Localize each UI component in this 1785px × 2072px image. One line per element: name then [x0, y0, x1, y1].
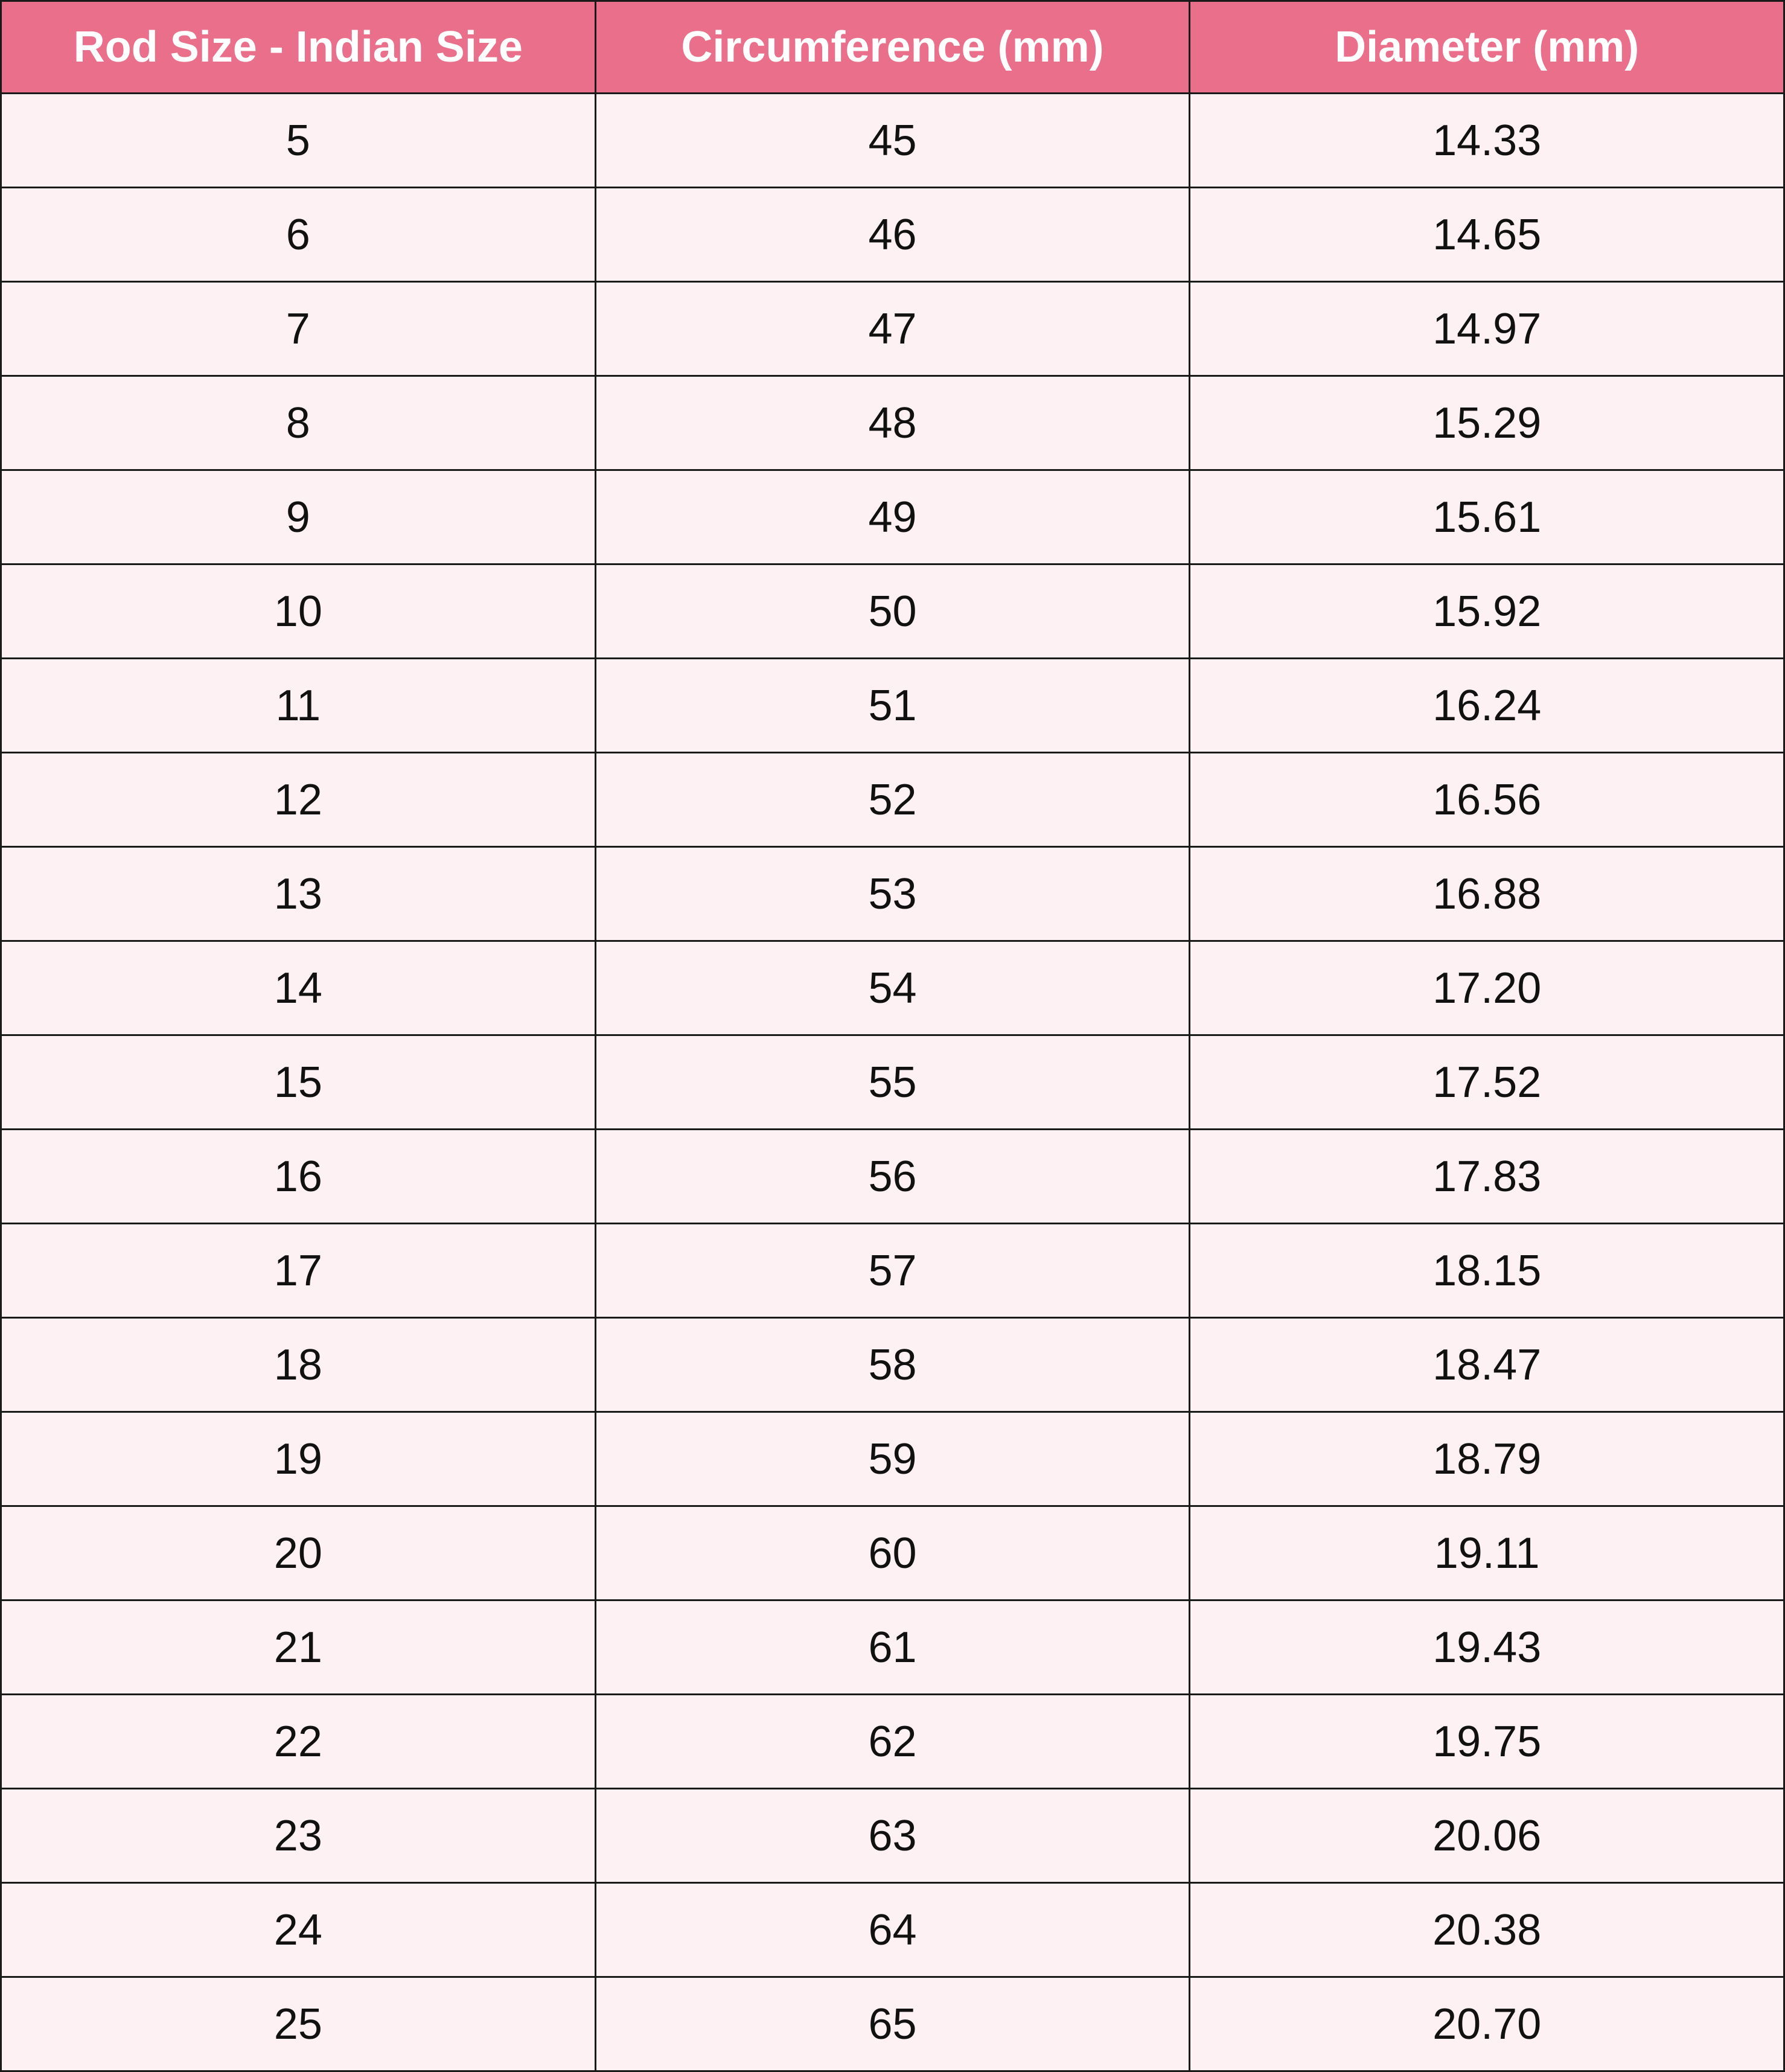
table-row: 15 55 17.52 [0, 1034, 1785, 1130]
cell-rod-size: 18 [0, 1317, 596, 1413]
table-row: 21 61 19.43 [0, 1599, 1785, 1695]
cell-circumference: 51 [594, 657, 1191, 753]
table-row: 10 50 15.92 [0, 563, 1785, 659]
cell-circumference: 61 [594, 1599, 1191, 1695]
header-diameter: Diameter (mm) [1189, 0, 1785, 94]
cell-diameter: 17.83 [1189, 1128, 1785, 1224]
cell-diameter: 20.06 [1189, 1788, 1785, 1884]
cell-diameter: 16.88 [1189, 846, 1785, 942]
table-row: 5 45 14.33 [0, 92, 1785, 188]
cell-circumference: 59 [594, 1411, 1191, 1507]
cell-rod-size: 16 [0, 1128, 596, 1224]
cell-rod-size: 25 [0, 1976, 596, 2072]
cell-rod-size: 6 [0, 187, 596, 283]
cell-circumference: 48 [594, 375, 1191, 471]
cell-rod-size: 17 [0, 1223, 596, 1319]
cell-diameter: 15.61 [1189, 469, 1785, 565]
cell-rod-size: 12 [0, 752, 596, 848]
cell-circumference: 53 [594, 846, 1191, 942]
table-row: 22 62 19.75 [0, 1693, 1785, 1789]
cell-circumference: 47 [594, 281, 1191, 377]
cell-diameter: 15.29 [1189, 375, 1785, 471]
cell-rod-size: 21 [0, 1599, 596, 1695]
cell-rod-size: 8 [0, 375, 596, 471]
cell-circumference: 50 [594, 563, 1191, 659]
table-row: 12 52 16.56 [0, 752, 1785, 848]
cell-circumference: 57 [594, 1223, 1191, 1319]
table-row: 19 59 18.79 [0, 1411, 1785, 1507]
cell-diameter: 16.24 [1189, 657, 1785, 753]
cell-circumference: 54 [594, 940, 1191, 1036]
header-circumference: Circumference (mm) [594, 0, 1191, 94]
cell-circumference: 46 [594, 187, 1191, 283]
cell-diameter: 18.15 [1189, 1223, 1785, 1319]
cell-circumference: 65 [594, 1976, 1191, 2072]
cell-circumference: 49 [594, 469, 1191, 565]
cell-diameter: 17.52 [1189, 1034, 1785, 1130]
header-row: Rod Size - Indian Size Circumference (mm… [0, 0, 1785, 94]
cell-rod-size: 19 [0, 1411, 596, 1507]
header-rod-size: Rod Size - Indian Size [0, 0, 596, 94]
cell-rod-size: 5 [0, 92, 596, 188]
table-row: 20 60 19.11 [0, 1505, 1785, 1601]
cell-diameter: 19.11 [1189, 1505, 1785, 1601]
cell-diameter: 14.65 [1189, 187, 1785, 283]
cell-circumference: 45 [594, 92, 1191, 188]
cell-diameter: 20.38 [1189, 1882, 1785, 1978]
cell-rod-size: 13 [0, 846, 596, 942]
table-row: 11 51 16.24 [0, 657, 1785, 753]
table-row: 6 46 14.65 [0, 187, 1785, 283]
cell-diameter: 19.43 [1189, 1599, 1785, 1695]
table-row: 16 56 17.83 [0, 1128, 1785, 1224]
cell-diameter: 20.70 [1189, 1976, 1785, 2072]
cell-rod-size: 23 [0, 1788, 596, 1884]
cell-circumference: 58 [594, 1317, 1191, 1413]
table-row: 14 54 17.20 [0, 940, 1785, 1036]
cell-rod-size: 10 [0, 563, 596, 659]
cell-diameter: 14.33 [1189, 92, 1785, 188]
cell-circumference: 60 [594, 1505, 1191, 1601]
table-row: 18 58 18.47 [0, 1317, 1785, 1413]
cell-diameter: 14.97 [1189, 281, 1785, 377]
cell-rod-size: 22 [0, 1693, 596, 1789]
cell-circumference: 64 [594, 1882, 1191, 1978]
cell-diameter: 17.20 [1189, 940, 1785, 1036]
table-row: 24 64 20.38 [0, 1882, 1785, 1978]
cell-rod-size: 11 [0, 657, 596, 753]
cell-diameter: 19.75 [1189, 1693, 1785, 1789]
cell-rod-size: 24 [0, 1882, 596, 1978]
table-row: 8 48 15.29 [0, 375, 1785, 471]
cell-diameter: 16.56 [1189, 752, 1785, 848]
cell-rod-size: 15 [0, 1034, 596, 1130]
cell-rod-size: 7 [0, 281, 596, 377]
cell-rod-size: 14 [0, 940, 596, 1036]
cell-diameter: 18.47 [1189, 1317, 1785, 1413]
cell-circumference: 63 [594, 1788, 1191, 1884]
cell-circumference: 52 [594, 752, 1191, 848]
cell-circumference: 62 [594, 1693, 1191, 1789]
table-row: 17 57 18.15 [0, 1223, 1785, 1319]
table-row: 13 53 16.88 [0, 846, 1785, 942]
cell-circumference: 56 [594, 1128, 1191, 1224]
cell-diameter: 15.92 [1189, 563, 1785, 659]
table-row: 7 47 14.97 [0, 281, 1785, 377]
cell-diameter: 18.79 [1189, 1411, 1785, 1507]
table-row: 25 65 20.70 [0, 1976, 1785, 2072]
table-row: 23 63 20.06 [0, 1788, 1785, 1884]
cell-rod-size: 20 [0, 1505, 596, 1601]
cell-rod-size: 9 [0, 469, 596, 565]
cell-circumference: 55 [594, 1034, 1191, 1130]
table-row: 9 49 15.61 [0, 469, 1785, 565]
